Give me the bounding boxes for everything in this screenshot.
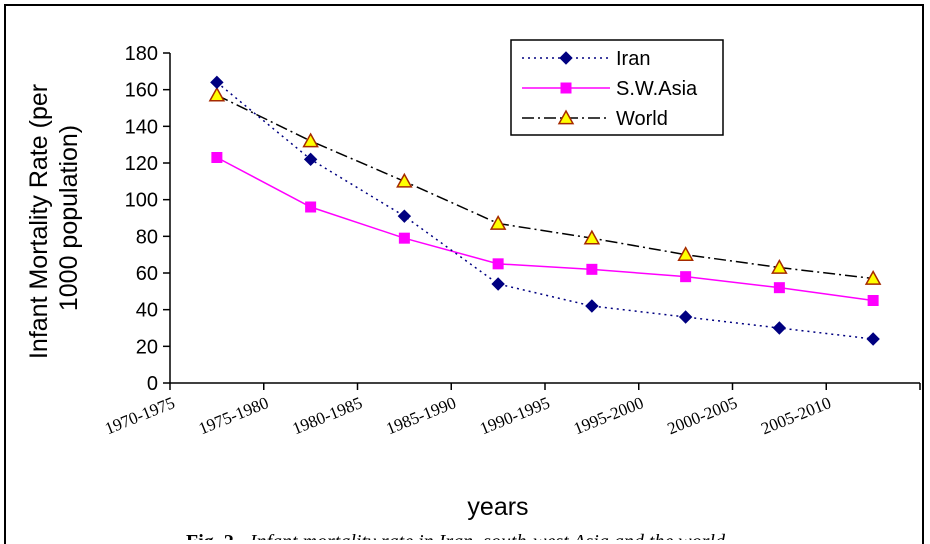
- series-iran-point: [491, 277, 505, 291]
- series-world-point: [771, 258, 788, 274]
- caption-label: Fig. 2.: [186, 531, 239, 540]
- series-s-w-asia: [211, 152, 879, 306]
- series-world-point: [208, 86, 226, 102]
- series-layer: [208, 75, 882, 346]
- series-s-w-asia-point: [680, 271, 692, 283]
- series-world-point: [396, 172, 413, 188]
- y-axis-ticks: 0 20 40 60 80 100 120 140 160 180: [125, 43, 170, 395]
- series-s-w-asia-point: [867, 295, 879, 306]
- chart-frame: [4, 4, 924, 544]
- legend-marker: [559, 51, 573, 65]
- series-world-point: [302, 132, 319, 148]
- series-world-point: [489, 214, 507, 230]
- legend-marker: [557, 109, 575, 125]
- series-iran-point: [397, 209, 412, 223]
- x-tick-label: 1970-1975: [102, 393, 177, 438]
- x-tick-label: 1975-1980: [196, 393, 271, 438]
- series-iran-point: [772, 321, 787, 335]
- y-tick-label: 20: [136, 336, 158, 358]
- legend-marker: [560, 82, 572, 94]
- series-iran-point: [678, 310, 693, 324]
- series-s-w-asia-point: [398, 232, 410, 244]
- legend-item-world: World: [522, 108, 668, 130]
- series-world-line: [216, 94, 874, 280]
- series-iran-line: [216, 81, 874, 340]
- series-iran-point: [585, 299, 599, 313]
- y-tick-label: 160: [125, 80, 158, 102]
- x-tick-label: 1990-1995: [477, 393, 552, 438]
- x-tick-label: 2000-2005: [665, 393, 740, 438]
- figure-caption: Fig. 2. Infant mortality rate in Iran, s…: [186, 531, 726, 540]
- series-s-w-asia-point: [305, 201, 317, 213]
- series-iran-point: [866, 332, 880, 346]
- series-s-w-asia-line: [216, 156, 874, 302]
- y-tick-label: 80: [136, 226, 158, 248]
- y-axis-title: Infant Mortality Rate (per 1000 populati…: [25, 77, 83, 359]
- x-axis-ticks: 1970-1975 1975-1980 1980-1985 1985-1990 1990…: [102, 383, 921, 438]
- y-axis-title-line-2: 1000 population): [55, 125, 83, 311]
- series-world-point: [864, 269, 882, 285]
- legend-label: Iran: [616, 48, 650, 70]
- y-tick-label: 60: [136, 263, 158, 285]
- series-iran: [210, 75, 880, 346]
- legend-item-iran: Iran: [522, 48, 650, 70]
- series-world: [208, 86, 882, 285]
- caption-text: Infant mortality rate in Iran, south-wes…: [249, 531, 726, 540]
- y-tick-label: 120: [125, 153, 158, 175]
- series-world-point: [583, 229, 601, 245]
- legend-label: S.W.Asia: [616, 78, 698, 100]
- x-tick-label: 2005-2010: [758, 393, 833, 438]
- legend-label: World: [616, 108, 668, 130]
- x-axis-title: years: [467, 493, 528, 521]
- series-s-w-asia-point: [586, 263, 598, 275]
- y-tick-label: 0: [147, 373, 158, 395]
- x-tick-label: 1980-1985: [290, 393, 365, 438]
- series-s-w-asia-point: [211, 152, 223, 163]
- y-tick-label: 180: [125, 43, 158, 65]
- series-s-w-asia-point: [492, 258, 504, 270]
- series-world-point: [677, 246, 694, 262]
- series-iran-point: [303, 152, 318, 167]
- legend-item-s-w-asia: S.W.Asia: [522, 78, 698, 100]
- y-axis-title-line-1: Infant Mortality Rate (per: [25, 84, 53, 359]
- legend: Iran S.W.Asia World: [510, 39, 724, 136]
- series-iran-point: [210, 75, 224, 90]
- y-tick-label: 40: [136, 300, 158, 322]
- x-tick-label: 1985-1990: [383, 393, 458, 438]
- y-tick-label: 140: [125, 116, 158, 138]
- x-tick-label: 1995-2000: [571, 393, 646, 438]
- series-s-w-asia-point: [773, 282, 785, 294]
- y-tick-label: 100: [125, 190, 158, 212]
